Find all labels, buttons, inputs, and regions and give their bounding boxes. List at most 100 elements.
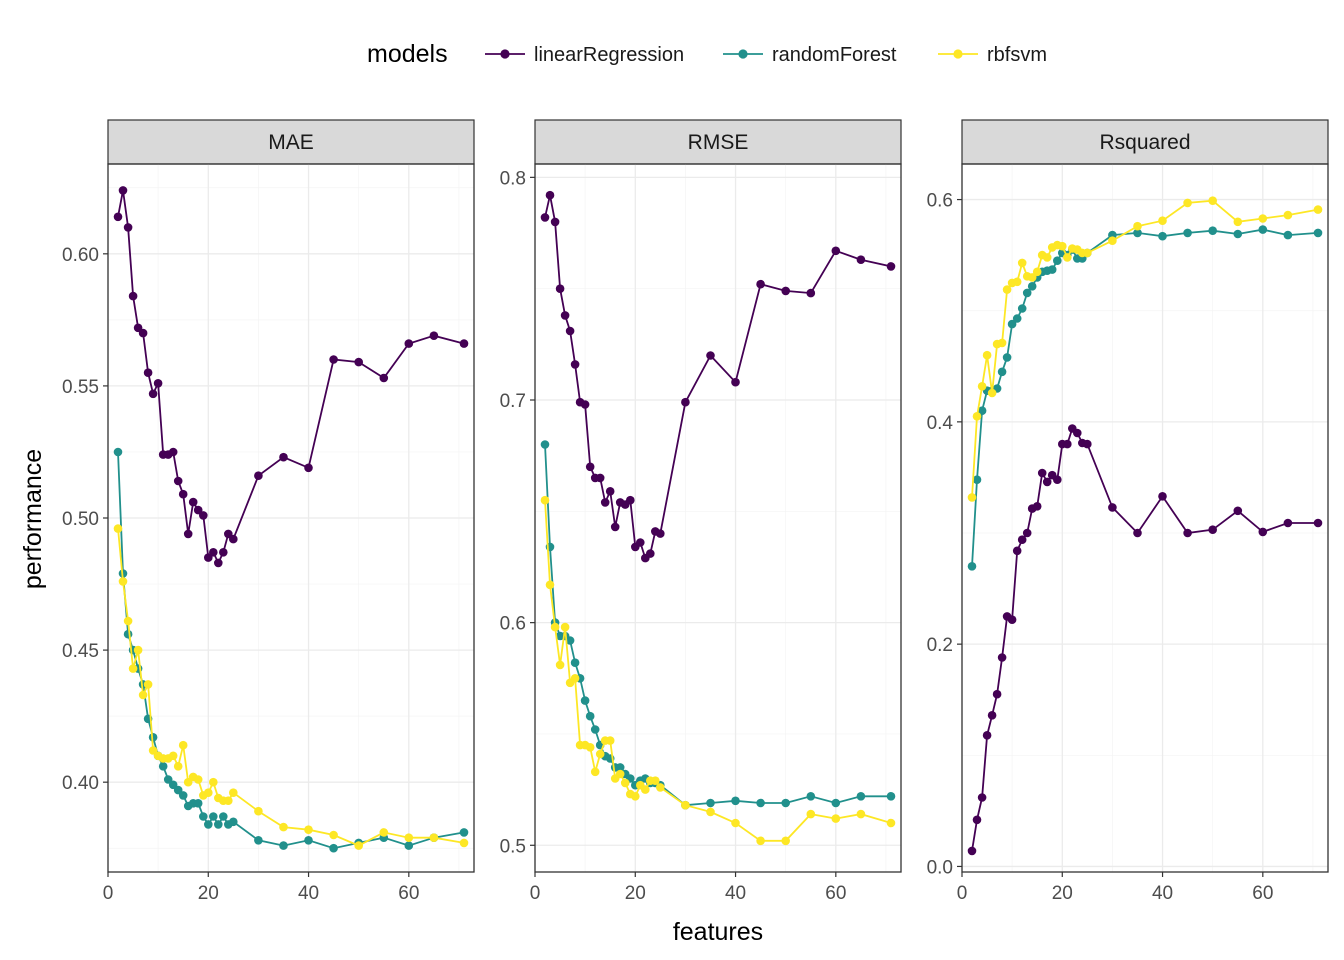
data-point — [580, 400, 590, 409]
legend-label: randomForest — [772, 44, 897, 66]
data-point — [706, 798, 715, 808]
data-point — [806, 288, 816, 298]
data-point — [550, 622, 560, 632]
series-rbfsvm — [967, 196, 1323, 502]
legend-item-randomForest: randomForest — [723, 44, 897, 66]
x-tick-label: 40 — [725, 883, 746, 904]
data-point — [113, 212, 123, 222]
series-line — [971, 228, 1319, 567]
data-point — [429, 331, 439, 341]
data-point — [224, 796, 233, 805]
data-point — [188, 497, 198, 507]
series-rbfsvm — [540, 495, 896, 846]
x-tick-label: 20 — [198, 883, 219, 904]
series-linearRegression — [113, 186, 469, 568]
data-point — [148, 733, 158, 742]
data-point — [178, 791, 188, 800]
data-point — [681, 800, 690, 810]
legend-title: models — [367, 40, 448, 68]
data-point — [133, 645, 143, 655]
data-point — [570, 674, 580, 683]
data-point — [158, 762, 168, 771]
data-point — [631, 792, 640, 801]
data-point — [1022, 528, 1032, 538]
data-point — [555, 660, 565, 670]
data-point — [977, 793, 987, 802]
series-line — [544, 444, 891, 807]
data-point — [967, 562, 977, 571]
data-point — [404, 833, 414, 842]
series-rbfsvm — [113, 524, 469, 850]
data-point — [1258, 527, 1268, 537]
data-point — [229, 534, 238, 544]
gridlines — [534, 164, 901, 872]
data-point — [173, 476, 183, 486]
data-point — [997, 338, 1007, 348]
data-point — [254, 836, 263, 845]
data-point — [1283, 518, 1293, 528]
legend-label: linearRegression — [534, 44, 684, 66]
data-point — [997, 367, 1007, 377]
data-point — [600, 498, 610, 507]
data-point — [831, 798, 841, 808]
data-point — [1208, 196, 1217, 205]
data-point — [1063, 253, 1072, 262]
data-point — [731, 796, 740, 806]
data-point — [193, 775, 203, 784]
y-tick-label: 0.60 — [62, 245, 99, 266]
data-point — [204, 820, 213, 829]
data-point — [615, 763, 625, 772]
data-point — [279, 452, 288, 462]
data-point — [706, 351, 715, 360]
data-point — [1233, 506, 1243, 516]
data-point — [1007, 319, 1017, 329]
data-point — [781, 798, 790, 808]
data-point — [123, 223, 133, 232]
data-point — [1053, 475, 1062, 485]
legend-key-point — [738, 49, 748, 59]
x-tick-label: 40 — [298, 883, 319, 904]
data-point — [781, 286, 790, 296]
data-point — [354, 357, 364, 367]
data-point — [379, 373, 389, 383]
y-axis-title: performance — [19, 449, 47, 589]
data-point — [118, 186, 128, 195]
data-point — [459, 339, 469, 348]
x-tick-label: 60 — [398, 883, 419, 904]
data-point — [168, 447, 178, 457]
data-point — [1208, 525, 1217, 534]
data-point — [1283, 230, 1293, 240]
data-point — [229, 817, 238, 827]
data-point — [886, 818, 896, 828]
data-point — [605, 487, 615, 496]
data-point — [1183, 528, 1192, 538]
data-point — [219, 812, 228, 821]
data-point — [982, 731, 992, 740]
data-point — [204, 788, 213, 797]
x-tick-label: 0 — [957, 883, 968, 904]
data-point — [856, 792, 866, 801]
data-point — [219, 548, 228, 557]
data-point — [304, 463, 313, 473]
data-point — [545, 190, 555, 200]
panel-border — [961, 163, 1329, 873]
data-point — [123, 629, 133, 639]
data-point — [992, 689, 1002, 699]
data-point — [1027, 273, 1037, 282]
legend: models linearRegression randomForest rbfsv… — [367, 40, 1047, 68]
data-point — [1017, 304, 1027, 313]
data-point — [329, 830, 338, 840]
series-line — [117, 528, 465, 847]
y-tick-label: 0.6 — [927, 191, 953, 212]
data-point — [731, 377, 740, 387]
data-point — [209, 548, 218, 557]
facet-title: MAE — [268, 131, 314, 154]
facet-title: Rsquared — [1099, 131, 1190, 154]
data-point — [1133, 221, 1142, 231]
data-point — [173, 762, 183, 771]
data-point — [636, 538, 645, 547]
data-point — [967, 493, 977, 502]
data-point — [148, 389, 158, 399]
x-axis-title: features — [673, 918, 763, 946]
